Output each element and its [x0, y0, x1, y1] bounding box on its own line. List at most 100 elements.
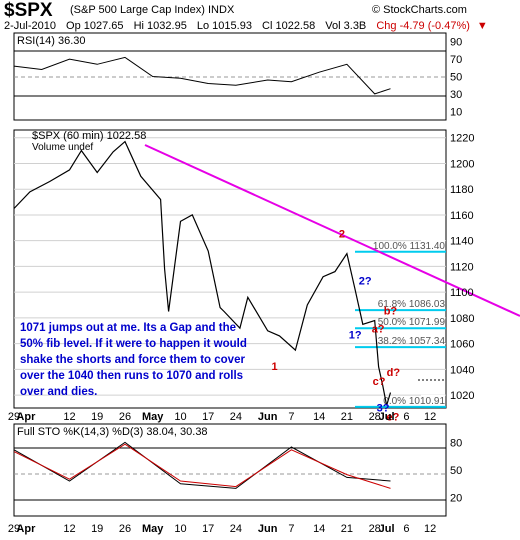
- down-arrow-icon: ▼: [476, 20, 488, 32]
- rsi-panel: RSI(14) 36.30 90 70 50 30 10: [13, 32, 462, 121]
- x-tick-label: 6: [403, 411, 409, 423]
- quote-open: Op 1027.65: [66, 20, 124, 32]
- x-tick-label: 28: [369, 523, 381, 535]
- x-tick-label: Apr: [16, 523, 36, 535]
- x-tick-label: 21: [341, 523, 353, 535]
- x-tick-label: 12: [63, 523, 75, 535]
- price-axis: 1220 1200 1180 1160 1140 1120 1100 1080 1060 1040…: [450, 133, 474, 402]
- fib-levels: 100.0% 1131.40 61.8% 1086.03 50.0% 1071.99…: [355, 239, 446, 408]
- rsi-tick-label: 10: [450, 106, 462, 118]
- rsi-axis: 90 70 50 30 10: [450, 37, 462, 119]
- sto-d-line: [13, 443, 391, 489]
- rsi-tick-label: 90: [450, 37, 462, 49]
- fib-label: 100.0% 1131.40: [373, 241, 446, 252]
- x-tick-label: 21: [341, 411, 353, 423]
- x-tick-label: May: [142, 411, 164, 423]
- analyst-note: 1071 jumps out at me. Its a Gap and the …: [20, 322, 247, 398]
- quote-change: Chg -4.79 (-0.47%): [376, 20, 470, 32]
- wave-labels: 1 2 1? 2? a? b? c?d? 3?e?: [272, 229, 401, 424]
- x-tick-label: 26: [119, 411, 131, 423]
- x-tick-label: Apr: [16, 411, 36, 423]
- x-tick-label: 7: [288, 523, 294, 535]
- x-tick-label: 24: [230, 411, 242, 423]
- x-tick-label: 14: [313, 411, 325, 423]
- analyst-note-box: 1071 jumps out at me. Its a Gap and the …: [20, 322, 247, 398]
- price-tick-label: 1180: [450, 184, 474, 196]
- quote-bar: 2-Jul-2010 Op 1027.65 Hi 1032.95 Lo 1015…: [4, 20, 495, 32]
- x-tick-label: 12: [424, 523, 436, 535]
- price-tick-label: 1120: [450, 261, 474, 273]
- fib-label-bg: [421, 335, 445, 346]
- price-label: $SPX (60 min) 1022.58: [32, 130, 146, 142]
- price-tick-label: 1040: [450, 364, 474, 376]
- sto-label-box: [15, 425, 225, 438]
- sto-tick-label: 80: [450, 437, 462, 449]
- x-tick-label: Jul: [379, 411, 395, 423]
- x-tick-label: 19: [91, 411, 103, 423]
- x-tick-label: 12: [424, 411, 436, 423]
- sto-tick-label: 20: [450, 493, 462, 505]
- chart-index-name: (S&P 500 Large Cap Index) INDX: [70, 4, 235, 16]
- rsi-tick-label: 70: [450, 54, 462, 66]
- sto-axis: 80 50 20: [450, 437, 462, 504]
- price-tick-label: 1200: [450, 158, 474, 170]
- rsi-line: [13, 56, 391, 95]
- rsi-tick-label: 50: [450, 72, 462, 84]
- wave-label: e?: [387, 412, 400, 424]
- x-tick-label: Jun: [258, 411, 278, 423]
- x-tick-label: 28: [369, 411, 381, 423]
- wave-label: 3?: [377, 402, 390, 414]
- price-tick-label: 1160: [450, 210, 474, 222]
- x-tick-label: 7: [288, 411, 294, 423]
- fib-label: 50.0% 1071.99: [378, 317, 446, 328]
- rsi-label: RSI(14) 36.30: [17, 35, 85, 47]
- x-tick-label: May: [142, 523, 164, 535]
- x-tick-label: 14: [313, 523, 325, 535]
- price-tick-label: 1060: [450, 339, 474, 351]
- x-tick-label: 10: [174, 523, 186, 535]
- price-tick-label: 1220: [450, 133, 474, 145]
- fib-label: 61.8% 1086.03: [378, 299, 446, 310]
- price-tick-label: 1080: [450, 313, 474, 325]
- rsi-label-box: [15, 34, 115, 47]
- x-tick-label: Jul: [379, 523, 395, 535]
- quote-volume: Vol 3.3B: [325, 20, 367, 32]
- volume-label: Volume undef: [32, 142, 93, 153]
- x-tick-label: 6: [403, 523, 409, 535]
- wave-label: b?: [384, 306, 398, 318]
- x-tick-label: 24: [230, 523, 242, 535]
- trendline: [144, 144, 520, 317]
- price-tick-label: 1140: [450, 236, 474, 248]
- x-tick-label: 17: [202, 523, 214, 535]
- fib-label-bg: [421, 239, 445, 250]
- x-tick-label: 29: [8, 523, 20, 535]
- price-tick-label: 1100: [450, 287, 474, 299]
- wave-label: d?: [387, 367, 401, 379]
- sto-label: Full STO %K(14,3) %D(3) 38.04, 30.38: [17, 426, 208, 438]
- x-tick-label: 26: [119, 523, 131, 535]
- wave-label: 1: [272, 361, 278, 373]
- x-tick-label: Jun: [258, 523, 278, 535]
- sto-tick-label: 50: [450, 465, 462, 477]
- wave-label: a?: [372, 324, 385, 336]
- x-tick-label: 17: [202, 411, 214, 423]
- sto-k-line: [13, 441, 391, 489]
- fib-label: 0.0% 1010.91: [383, 396, 445, 407]
- fib-label-bg: [421, 394, 445, 405]
- chart-symbol: $SPX: [4, 0, 53, 21]
- wave-label: 2: [339, 229, 345, 241]
- fib-label-bg: [421, 316, 445, 327]
- fib-label-bg: [421, 298, 445, 309]
- price-line: [13, 140, 392, 406]
- price-panel-frame: [13, 129, 447, 409]
- wave-label: c?: [373, 376, 386, 388]
- x-tick-label: 19: [91, 523, 103, 535]
- x-tick-label: 29: [8, 411, 20, 423]
- quote-low: Lo 1015.93: [196, 20, 252, 32]
- brand-watermark: © StockCharts.com: [372, 4, 467, 16]
- fib-label: 38.2% 1057.34: [378, 336, 446, 347]
- price-panel: 100.0% 1131.40 61.8% 1086.03 50.0% 1071.99…: [13, 129, 520, 424]
